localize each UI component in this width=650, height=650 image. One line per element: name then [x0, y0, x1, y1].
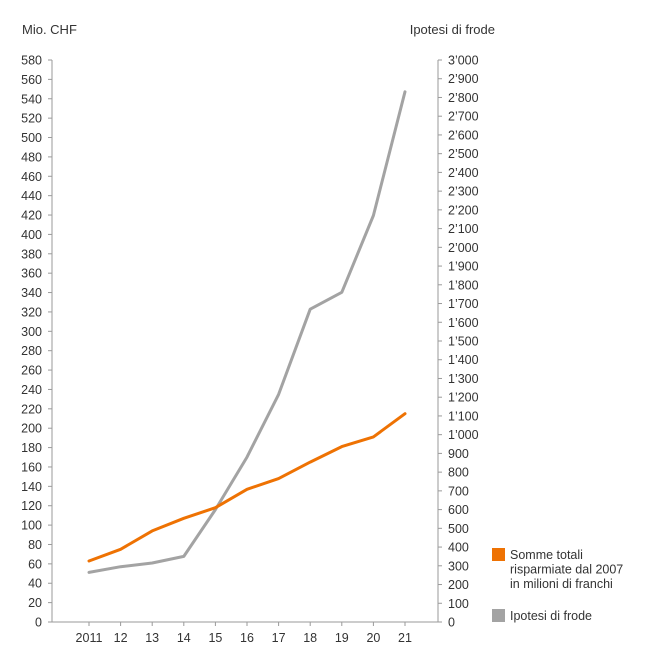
legend-label: Ipotesi di frode — [510, 609, 592, 623]
x-tick-label: 16 — [240, 631, 254, 645]
right-tick-label: 1’300 — [448, 372, 479, 386]
left-axis-ticks: 0 20 40 60 80 100 120 140 160 180 200 220 240 260 280 3… — [21, 54, 52, 630]
right-tick-label: 500 — [448, 522, 469, 536]
left-tick-label: 240 — [21, 383, 42, 397]
series-lines — [87, 90, 407, 574]
left-tick-label: 160 — [21, 460, 42, 474]
right-tick-label: 2’000 — [448, 241, 479, 255]
left-tick-label: 300 — [21, 325, 42, 339]
x-tick-label: 14 — [177, 631, 191, 645]
series-line-somme-totali — [87, 412, 407, 563]
axes — [51, 60, 439, 623]
right-tick-label: 1’200 — [448, 391, 479, 405]
right-axis-title: Ipotesi di frode — [410, 22, 495, 37]
legend-label: in milioni di franchi — [510, 577, 613, 591]
x-tick-label: 2011 — [76, 631, 103, 645]
left-tick-label: 200 — [21, 422, 42, 436]
legend-swatch — [492, 609, 505, 622]
right-tick-label: 200 — [448, 578, 469, 592]
right-tick-label: 900 — [448, 447, 469, 461]
left-tick-label: 40 — [28, 577, 42, 591]
left-axis-title: Mio. CHF — [22, 22, 77, 37]
x-tick-label: 18 — [303, 631, 317, 645]
right-tick-label: 0 — [448, 616, 455, 630]
left-tick-label: 540 — [21, 92, 42, 106]
left-tick-label: 480 — [21, 150, 42, 164]
left-tick-label: 100 — [21, 519, 42, 533]
left-tick-label: 560 — [21, 73, 42, 87]
right-tick-label: 1’800 — [448, 278, 479, 292]
left-tick-label: 80 — [28, 538, 42, 552]
left-tick-label: 180 — [21, 441, 42, 455]
right-tick-label: 2’600 — [448, 128, 479, 142]
right-tick-label: 2’100 — [448, 222, 479, 236]
left-tick-label: 20 — [28, 596, 42, 610]
left-tick-label: 340 — [21, 286, 42, 300]
left-tick-label: 460 — [21, 170, 42, 184]
left-tick-label: 260 — [21, 364, 42, 378]
legend-swatch — [492, 548, 505, 561]
left-tick-label: 500 — [21, 131, 42, 145]
right-tick-label: 2’300 — [448, 185, 479, 199]
right-tick-label: 1’500 — [448, 335, 479, 349]
left-tick-label: 140 — [21, 480, 42, 494]
left-tick-label: 120 — [21, 499, 42, 513]
right-tick-label: 2’200 — [448, 203, 479, 217]
right-tick-label: 100 — [448, 597, 469, 611]
left-tick-label: 280 — [21, 344, 42, 358]
right-tick-label: 2’700 — [448, 110, 479, 124]
right-tick-label: 2’500 — [448, 147, 479, 161]
x-axis-ticks: 2011 12 13 14 15 16 17 18 19 20 21 — [76, 622, 412, 645]
x-tick-label: 12 — [114, 631, 128, 645]
right-tick-label: 1’900 — [448, 260, 479, 274]
x-tick-label: 20 — [366, 631, 380, 645]
left-tick-label: 320 — [21, 305, 42, 319]
right-tick-label: 600 — [448, 503, 469, 517]
right-tick-label: 2’400 — [448, 166, 479, 180]
right-tick-label: 3’000 — [448, 54, 479, 68]
left-tick-label: 220 — [21, 402, 42, 416]
left-tick-label: 0 — [35, 616, 42, 630]
right-tick-label: 1’100 — [448, 409, 479, 423]
right-tick-label: 2’800 — [448, 91, 479, 105]
right-tick-label: 1’400 — [448, 353, 479, 367]
x-tick-label: 17 — [272, 631, 286, 645]
left-tick-label: 580 — [21, 54, 42, 68]
right-tick-label: 2’900 — [448, 72, 479, 86]
right-tick-label: 400 — [448, 541, 469, 555]
left-tick-label: 60 — [28, 557, 42, 571]
x-tick-label: 15 — [208, 631, 222, 645]
left-tick-label: 380 — [21, 247, 42, 261]
right-tick-label: 800 — [448, 466, 469, 480]
series-line-ipotesi-di-frode — [87, 90, 407, 574]
left-tick-label: 520 — [21, 112, 42, 126]
right-axis-ticks: 0 100 200 300 400 500 600 700 800 900 1’000 1’100 1’… — [438, 54, 479, 630]
right-tick-label: 700 — [448, 484, 469, 498]
legend-label: risparmiate dal 2007 — [510, 563, 623, 577]
left-tick-label: 360 — [21, 267, 42, 281]
x-tick-label: 21 — [398, 631, 412, 645]
right-tick-label: 1’700 — [448, 297, 479, 311]
left-tick-label: 400 — [21, 228, 42, 242]
x-tick-label: 19 — [335, 631, 349, 645]
legend-label: Somme totali — [510, 548, 583, 562]
x-tick-label: 13 — [145, 631, 159, 645]
right-tick-label: 1’000 — [448, 428, 479, 442]
left-tick-label: 440 — [21, 189, 42, 203]
right-tick-label: 300 — [448, 559, 469, 573]
left-tick-label: 420 — [21, 209, 42, 223]
right-tick-label: 1’600 — [448, 316, 479, 330]
